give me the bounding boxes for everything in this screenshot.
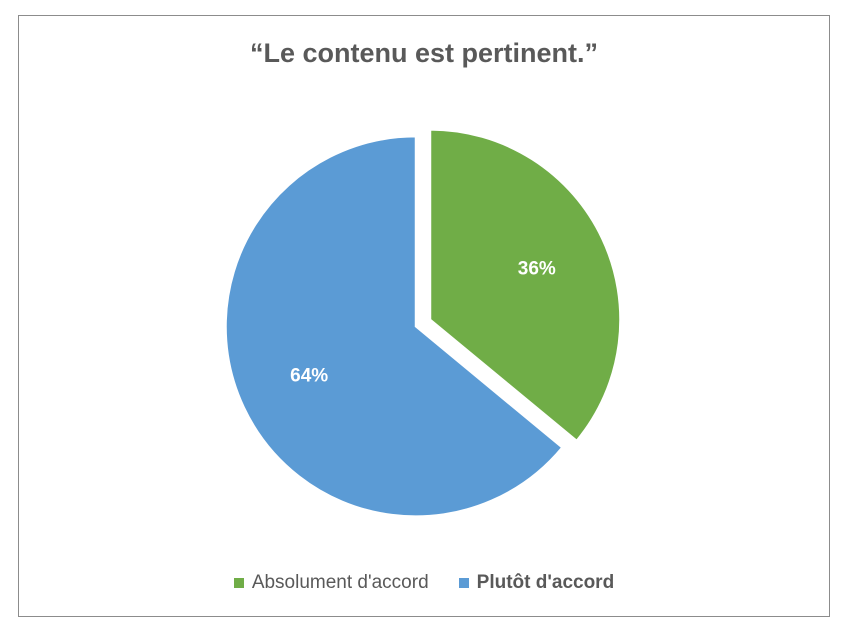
legend-swatch-absolument (233, 578, 244, 588)
chart-frame: “Le contenu est pertinent.” 36% 64% Absol… (18, 15, 830, 617)
data-label-absolument: 36% (518, 258, 556, 279)
legend: Absolument d'accord Plutôt d'accord (19, 572, 829, 594)
legend-item-plutot: Plutôt d'accord (458, 572, 615, 594)
legend-swatch-plutot (458, 578, 469, 588)
pie-slice-absolument (429, 128, 622, 443)
chart-title: “Le contenu est pertinent.” (249, 38, 599, 68)
pie-chart: 36% 64% (224, 128, 622, 518)
legend-item-absolument: Absolument d'accord (233, 572, 429, 594)
legend-label-absolument: Absolument d'accord (251, 572, 429, 593)
legend-label-plutot: Plutôt d'accord (476, 572, 615, 593)
pie-slice-plutot (224, 135, 564, 518)
data-label-plutot: 64% (290, 366, 328, 387)
